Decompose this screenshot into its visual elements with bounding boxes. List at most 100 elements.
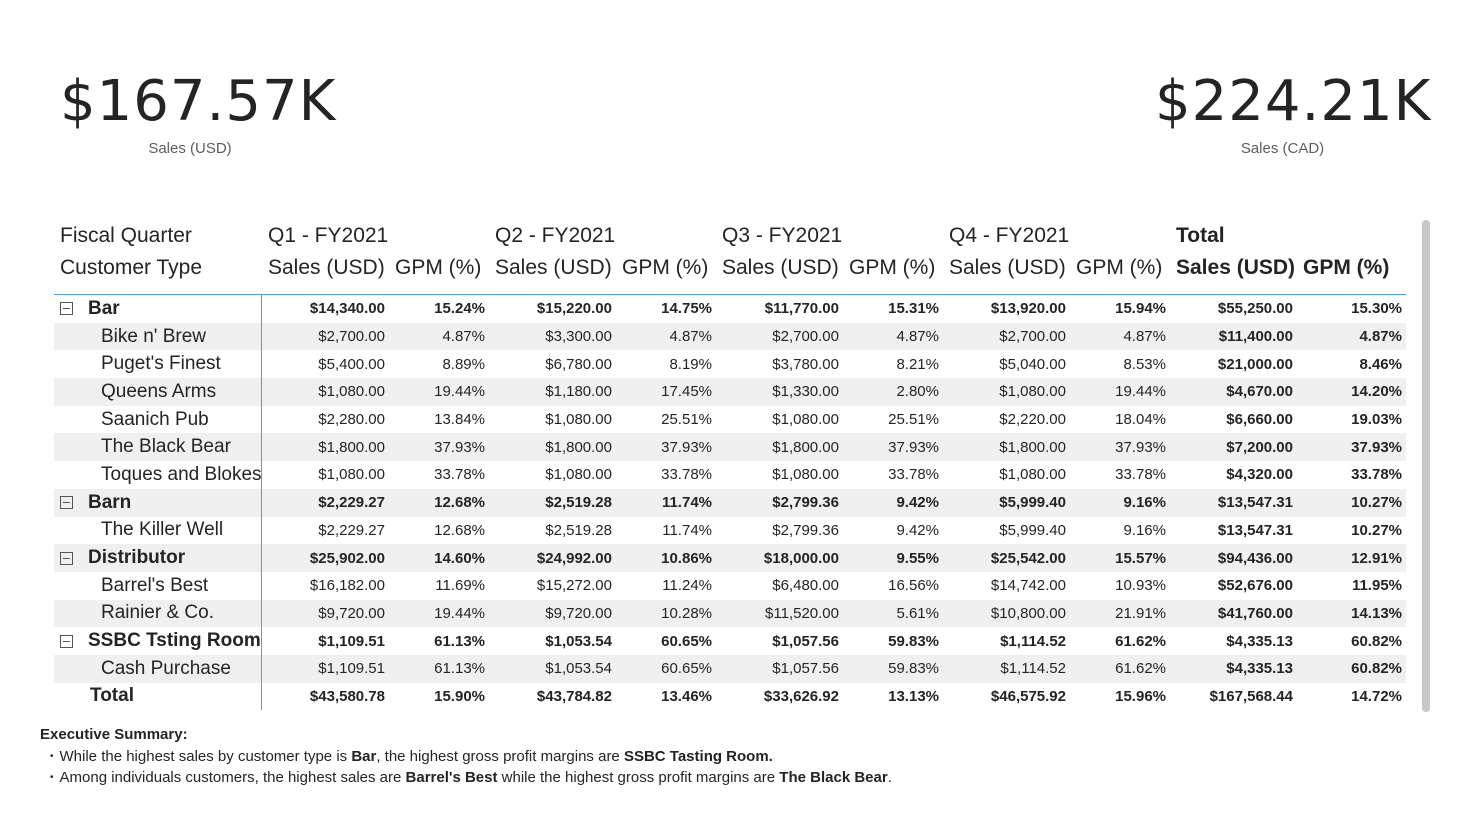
column-header[interactable]: Sales (USD) (1176, 256, 1296, 279)
row-label: Rainier & Co. (54, 599, 262, 628)
row-label-text: SSBC Tsting Room (88, 630, 261, 652)
column-header[interactable]: Q1 - FY2021 (268, 224, 389, 247)
gpm-cell: 25.51% (888, 411, 939, 429)
sales-cell: $3,300.00 (545, 328, 612, 346)
gpm-cell: 13.13% (888, 687, 939, 705)
gpm-cell: 17.45% (661, 383, 712, 401)
column-header[interactable]: Total (1176, 224, 1225, 247)
row-label-text: Bar (88, 297, 120, 319)
gpm-cell: 60.82% (1351, 632, 1402, 650)
gpm-cell: 12.68% (434, 521, 485, 539)
gpm-cell: 15.24% (434, 300, 485, 318)
row-label-text: Puget's Finest (101, 353, 221, 375)
column-header[interactable]: GPM (%) (1303, 256, 1390, 279)
row-label: Puget's Finest (54, 350, 262, 379)
sales-cell: $167,568.44 (1209, 687, 1293, 705)
column-header[interactable] (1070, 220, 1170, 252)
table-row[interactable]: The Black Bear $1,800.00 37.93% $1,800.00 37… (54, 433, 1406, 462)
summary-text: , the highest gross profit margins are (376, 748, 624, 765)
total-row[interactable]: Total $43,580.78 15.90% $43,784.82 13.46% $33… (54, 682, 1406, 711)
column-header[interactable]: Q4 - FY2021 (949, 224, 1070, 247)
table-row[interactable]: The Killer Well $2,229.27 12.68% $2,519.28 1… (54, 516, 1406, 545)
gpm-cell: 61.62% (1115, 660, 1166, 678)
gpm-cell: 19.03% (1351, 411, 1402, 429)
sales-cell: $2,229.27 (318, 521, 385, 539)
summary-highlight: Barrel's Best (405, 769, 498, 786)
gpm-cell: 9.55% (896, 549, 939, 567)
table-row[interactable]: Cash Purchase $1,109.51 61.13% $1,053.54 60.… (54, 654, 1406, 683)
gpm-cell: 4.87% (669, 328, 712, 346)
table-row[interactable]: Bike n' Brew $2,700.00 4.87% $3,300.00 4.87%… (54, 322, 1406, 351)
sales-cell: $1,080.00 (772, 466, 839, 484)
row-label: Distributor (54, 544, 262, 572)
column-header[interactable]: Q2 - FY2021 (495, 224, 616, 247)
group-row[interactable]: Distributor $25,902.00 14.60% $24,992.00 10.… (54, 544, 1406, 572)
gpm-cell: 37.93% (1351, 438, 1402, 456)
summary-title: Executive Summary: (40, 726, 188, 743)
column-header[interactable] (1297, 220, 1406, 252)
sales-cell: $25,902.00 (309, 549, 385, 567)
column-header[interactable] (843, 220, 943, 252)
gpm-cell: 37.93% (661, 438, 712, 456)
sales-cell: $6,480.00 (772, 577, 839, 595)
table-row[interactable]: Rainier & Co. $9,720.00 19.44% $9,720.00 10.… (54, 599, 1406, 628)
sales-cell: $41,760.00 (1217, 604, 1293, 622)
gpm-cell: 8.21% (896, 355, 939, 373)
sales-cell: $43,784.82 (536, 687, 612, 705)
group-row[interactable]: SSBC Tsting Room $1,109.51 61.13% $1,053.54… (54, 627, 1406, 655)
sales-cell: $4,335.13 (1226, 632, 1293, 650)
column-header[interactable]: Q3 - FY2021 (722, 224, 843, 247)
column-header[interactable]: Sales (USD) (722, 256, 839, 279)
gpm-cell: 11.74% (662, 521, 712, 539)
row-label-text: Saanich Pub (101, 408, 209, 430)
row-label: Barn (54, 488, 262, 517)
row-label: Barrel's Best (54, 571, 262, 600)
vertical-scrollbar[interactable] (1422, 220, 1430, 712)
sales-cell: $9,720.00 (545, 604, 612, 622)
table-row[interactable]: Barrel's Best $16,182.00 11.69% $15,272.00 1… (54, 571, 1406, 600)
summary-bullet: • Among individuals customers, the highes… (50, 767, 892, 788)
gpm-cell: 11.74% (661, 494, 712, 512)
collapse-icon[interactable] (60, 302, 73, 316)
table-row[interactable]: Queens Arms $1,080.00 19.44% $1,180.00 17.45… (54, 378, 1406, 406)
gpm-cell: 9.16% (1123, 521, 1166, 539)
bullet-icon: • (50, 751, 54, 762)
sales-cell: $55,250.00 (1217, 300, 1293, 318)
summary-highlight: The Black Bear (779, 769, 888, 786)
column-header[interactable]: GPM (%) (849, 256, 936, 279)
group-row[interactable]: Barn $2,229.27 12.68% $2,519.28 11.74% $2,799… (54, 488, 1406, 517)
sales-cell: $2,519.28 (545, 494, 612, 512)
gpm-cell: 8.19% (669, 355, 712, 373)
table-row[interactable]: Toques and Blokes $1,080.00 33.78% $1,080.0… (54, 461, 1406, 489)
table-row[interactable]: Saanich Pub $2,280.00 13.84% $1,080.00 25.51… (54, 405, 1406, 434)
gpm-cell: 18.04% (1115, 411, 1166, 429)
summary-text: while the highest gross profit margins a… (497, 769, 780, 786)
column-header[interactable]: GPM (%) (622, 256, 709, 279)
gpm-cell: 15.31% (888, 300, 939, 318)
sales-cell: $2,799.36 (772, 494, 839, 512)
column-header[interactable] (616, 220, 716, 252)
column-header[interactable] (389, 220, 489, 252)
table-row[interactable]: Puget's Finest $5,400.00 8.89% $6,780.00 8.1… (54, 350, 1406, 379)
kpi-value: $224.21K (1155, 69, 1432, 134)
collapse-icon[interactable] (60, 634, 73, 648)
gpm-cell: 4.87% (1123, 328, 1166, 346)
sales-cell: $1,057.56 (772, 632, 839, 650)
gpm-cell: 8.53% (1123, 355, 1166, 373)
collapse-icon[interactable] (60, 496, 73, 510)
gpm-cell: 33.78% (888, 466, 939, 484)
collapse-icon[interactable] (60, 551, 73, 565)
sales-cell: $11,770.00 (764, 300, 839, 318)
kpi-label: Sales (USD) (148, 140, 232, 157)
column-header[interactable]: GPM (%) (395, 256, 482, 279)
sales-cell: $5,999.40 (999, 521, 1066, 539)
group-row[interactable]: Bar $14,340.00 15.24% $15,220.00 14.75% $11,7… (54, 295, 1406, 323)
gpm-cell: 14.20% (1351, 383, 1402, 401)
gpm-cell: 9.42% (896, 494, 939, 512)
column-header[interactable]: GPM (%) (1076, 256, 1163, 279)
gpm-cell: 14.75% (661, 300, 712, 318)
column-header[interactable]: Sales (USD) (949, 256, 1066, 279)
column-header[interactable]: Sales (USD) (495, 256, 612, 279)
column-header[interactable]: Sales (USD) (268, 256, 385, 279)
row-label-text: Total (90, 685, 134, 707)
